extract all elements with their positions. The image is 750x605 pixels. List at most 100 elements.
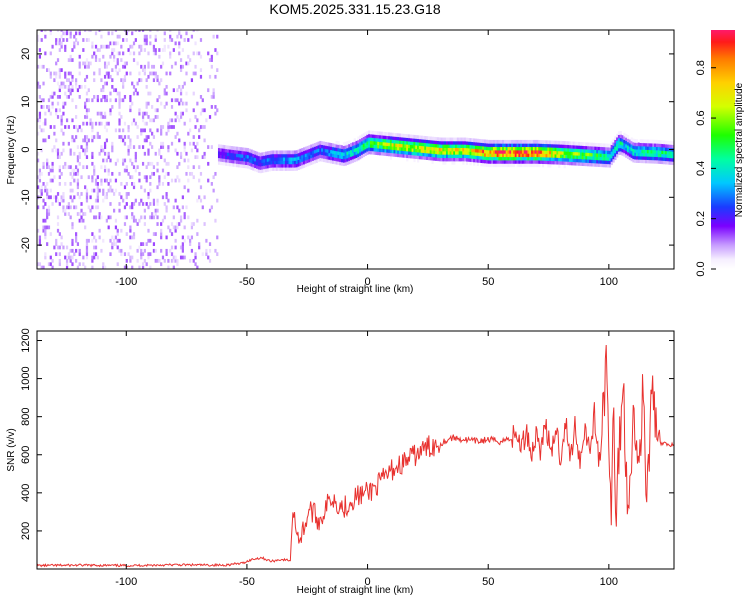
spectrogram-cell (105, 95, 108, 99)
spectrogram-cell (433, 136, 436, 141)
spectrogram-cell (129, 138, 132, 143)
spectrogram-cell (58, 202, 61, 206)
spectrogram-cell (663, 150, 666, 155)
spectrogram-cell (140, 252, 143, 257)
spectrogram-cell (140, 198, 143, 203)
spectrogram-cell (417, 152, 420, 156)
spectrogram-cell (371, 150, 374, 155)
spectrogram-cell (44, 185, 47, 190)
spectrogram-cell (105, 128, 108, 133)
spectrogram-cell (98, 215, 101, 220)
spectrogram-cell (654, 146, 657, 151)
spectrogram-cell (375, 137, 378, 142)
spectrogram-cell (545, 150, 548, 155)
spectrogram-cell (306, 162, 309, 167)
spectrogram-cell (179, 245, 183, 250)
spectrogram-cell (85, 192, 89, 196)
spectrogram-cell (96, 185, 99, 190)
spectrogram-cell (438, 144, 441, 148)
spectrogram-cell (78, 161, 81, 166)
spectrogram-cell (98, 135, 101, 139)
spectrogram-cell (650, 149, 653, 154)
spectrogram-cell (592, 162, 595, 167)
spectrogram-cell (368, 150, 371, 155)
spectrogram-cell (552, 143, 555, 148)
spectrogram-cell (152, 44, 156, 49)
spectrogram-cell (69, 34, 72, 39)
spectrogram-cell (636, 139, 639, 143)
spectrogram-cell (49, 255, 52, 260)
spectrogram-cell (234, 149, 237, 154)
spectrogram-cell (156, 98, 159, 103)
spectrogram-cell (123, 265, 127, 269)
spectrogram-cell (179, 111, 183, 116)
spectrogram-cell (51, 105, 54, 109)
spectrogram-cell (154, 48, 157, 52)
spectrogram-cell (62, 81, 65, 86)
spectrogram-cell (140, 242, 143, 246)
spectrogram-cell (154, 232, 157, 236)
spectrogram-cell (176, 34, 179, 39)
spectrogram-cell (75, 258, 78, 263)
spectrogram-cell (94, 54, 98, 59)
spectrogram-cell (556, 140, 559, 145)
spectrogram-cell (71, 78, 74, 83)
spectrogram-cell (529, 153, 532, 158)
spectrogram-cell (183, 121, 186, 126)
spectrogram-cell (536, 153, 539, 158)
spectrogram-cell (129, 228, 132, 233)
spectrogram-cell (529, 146, 532, 151)
spectrogram-cell (158, 182, 161, 186)
spectrogram-cell (174, 238, 177, 243)
spectrogram-cell (444, 140, 447, 145)
spectrogram-cell (143, 208, 146, 213)
spectrogram-cell (65, 205, 69, 210)
spectrogram-cell (465, 147, 469, 152)
spectrogram-cell (371, 147, 374, 152)
spectrogram-cell (420, 138, 423, 143)
spectrogram-cell (91, 258, 94, 263)
spectrogram-cell (576, 161, 579, 166)
spectrogram-cell (85, 148, 89, 153)
spectrogram-cell (303, 154, 306, 158)
spectrogram-cell (455, 154, 458, 159)
spectrogram-cell (565, 151, 568, 155)
spectrogram-cell (111, 245, 114, 250)
spectrogram-cell (427, 146, 431, 151)
spectrogram-cell (601, 163, 604, 168)
spectrogram-cell (483, 162, 487, 167)
spectrogram-cell (619, 147, 622, 152)
spectrogram-cell (82, 148, 85, 153)
spectrogram-cell (321, 144, 324, 149)
spectrogram-cell (114, 188, 118, 193)
spectrogram-cell (216, 235, 219, 240)
spectrogram-cell (58, 182, 61, 186)
spectrogram-cell (227, 145, 230, 150)
spectrogram-cell (165, 131, 168, 136)
spectrogram-cell (422, 145, 425, 150)
spectrogram-cell (221, 158, 224, 162)
spectrogram-cell (94, 252, 98, 257)
spectrogram-cell (521, 153, 525, 158)
spectrogram-cell (511, 149, 514, 154)
spectrogram-cell (114, 68, 118, 72)
spectrogram-cell (315, 145, 318, 150)
spectrogram-cell (402, 133, 405, 138)
spectrogram-cell (85, 121, 89, 126)
spectrogram-cell (558, 164, 561, 168)
spectrogram-cell (369, 150, 373, 155)
spectrogram-cell (149, 188, 152, 193)
spectrogram-cell (574, 155, 577, 159)
spectrogram-cell (103, 145, 107, 149)
spectrogram-cell (438, 157, 441, 162)
spectrogram-cell (353, 148, 356, 153)
spectrogram-cell (149, 34, 152, 39)
spectrogram-cell (118, 208, 121, 213)
spectrogram-cell (58, 84, 61, 89)
spectrogram-cell (614, 149, 617, 154)
spectrogram-cell (42, 205, 45, 210)
spectrogram-cell (275, 167, 279, 171)
colorbar-tick-label: 0.6 (695, 110, 707, 125)
spectrogram-cell (398, 133, 402, 138)
spectrogram-cell (538, 160, 541, 164)
